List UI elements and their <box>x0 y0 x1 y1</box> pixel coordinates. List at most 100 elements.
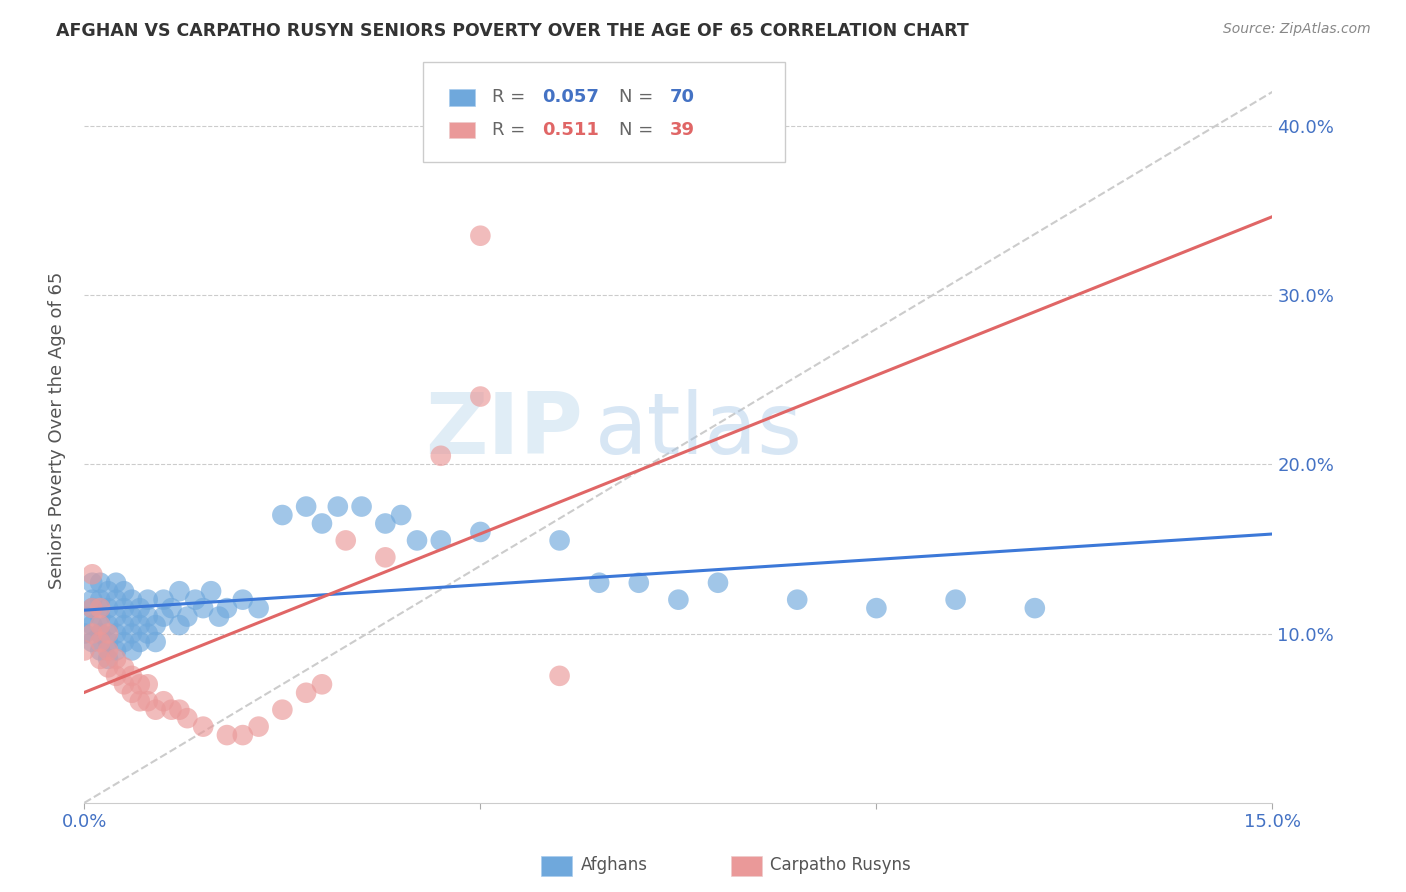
Point <box>160 601 183 615</box>
Point <box>112 584 135 599</box>
Y-axis label: Seniors Poverty Over the Age of 65: Seniors Poverty Over the Age of 65 <box>48 272 66 589</box>
Point <box>89 592 111 607</box>
Point <box>128 677 150 691</box>
Point <box>152 694 174 708</box>
Point <box>627 575 650 590</box>
Point <box>215 728 238 742</box>
Point <box>105 609 128 624</box>
Point <box>588 575 610 590</box>
Point <box>112 635 135 649</box>
Point <box>271 508 294 522</box>
Point <box>169 618 191 632</box>
Point <box>121 609 143 624</box>
Point <box>105 669 128 683</box>
Point <box>311 516 333 531</box>
Text: R =: R = <box>492 121 537 139</box>
Point <box>1024 601 1046 615</box>
Point <box>208 609 231 624</box>
Point <box>89 601 111 615</box>
Point <box>97 584 120 599</box>
Point <box>152 609 174 624</box>
Point <box>112 618 135 632</box>
Point <box>470 390 492 404</box>
Point <box>89 643 111 657</box>
Point <box>105 626 128 640</box>
Point <box>136 694 159 708</box>
Point <box>865 601 887 615</box>
Point <box>548 533 571 548</box>
Text: 39: 39 <box>671 121 695 139</box>
Point <box>73 626 96 640</box>
Point <box>128 618 150 632</box>
Point <box>176 609 198 624</box>
Point <box>128 635 150 649</box>
Point <box>136 592 159 607</box>
Point <box>707 575 730 590</box>
Point <box>169 703 191 717</box>
Point <box>89 575 111 590</box>
Point <box>121 686 143 700</box>
Point <box>945 592 967 607</box>
Point <box>136 626 159 640</box>
FancyBboxPatch shape <box>449 122 475 138</box>
Point <box>786 592 808 607</box>
Point <box>389 508 412 522</box>
Point <box>145 618 167 632</box>
Text: atlas: atlas <box>595 389 803 472</box>
Point <box>82 601 104 615</box>
Text: Source: ZipAtlas.com: Source: ZipAtlas.com <box>1223 22 1371 37</box>
Point <box>89 626 111 640</box>
FancyBboxPatch shape <box>423 62 786 162</box>
Point <box>112 660 135 674</box>
Point <box>121 626 143 640</box>
Point <box>548 669 571 683</box>
Point <box>169 584 191 599</box>
Point <box>89 618 111 632</box>
Point <box>145 635 167 649</box>
Point <box>215 601 238 615</box>
Point <box>295 500 318 514</box>
Point <box>97 626 120 640</box>
Point <box>232 728 254 742</box>
Point <box>200 584 222 599</box>
Point <box>136 677 159 691</box>
Point <box>121 669 143 683</box>
Point <box>73 643 96 657</box>
Point <box>112 677 135 691</box>
Point <box>160 703 183 717</box>
Text: R =: R = <box>492 88 531 106</box>
Point <box>89 609 111 624</box>
Point <box>311 677 333 691</box>
Point <box>295 686 318 700</box>
Point <box>121 592 143 607</box>
Text: 0.511: 0.511 <box>541 121 599 139</box>
Text: N =: N = <box>619 121 659 139</box>
Point <box>105 592 128 607</box>
Point <box>97 660 120 674</box>
Point <box>82 592 104 607</box>
Point <box>145 703 167 717</box>
Point <box>105 575 128 590</box>
Point <box>232 592 254 607</box>
Point <box>247 601 270 615</box>
Point <box>128 694 150 708</box>
Point <box>191 601 215 615</box>
Point <box>82 601 104 615</box>
Point <box>97 652 120 666</box>
Point <box>326 500 349 514</box>
Point <box>112 601 135 615</box>
Point <box>470 524 492 539</box>
Point <box>82 575 104 590</box>
Point <box>374 516 396 531</box>
Point <box>350 500 373 514</box>
Point <box>136 609 159 624</box>
Point <box>89 635 111 649</box>
Text: ZIP: ZIP <box>426 389 583 472</box>
Text: 0.057: 0.057 <box>541 88 599 106</box>
Point <box>97 618 120 632</box>
Point <box>184 592 207 607</box>
Point <box>89 652 111 666</box>
Point <box>374 550 396 565</box>
Text: AFGHAN VS CARPATHO RUSYN SENIORS POVERTY OVER THE AGE OF 65 CORRELATION CHART: AFGHAN VS CARPATHO RUSYN SENIORS POVERTY… <box>56 22 969 40</box>
Point <box>247 720 270 734</box>
